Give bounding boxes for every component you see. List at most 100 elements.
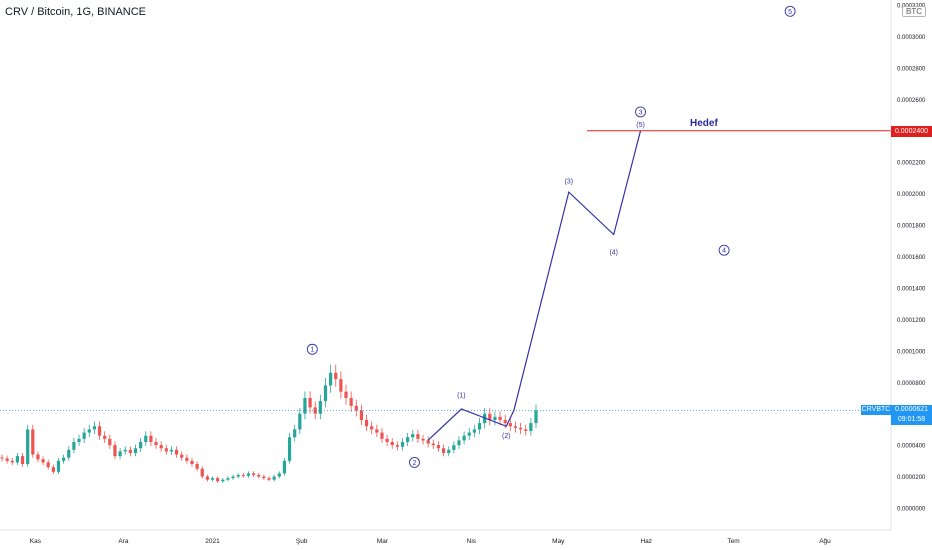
candle-body [370,426,374,430]
candle [462,431,466,445]
candle-body [67,449,71,458]
wave-label: (4) [609,249,618,256]
candle [246,471,251,478]
candle-body [97,426,102,436]
candle-body [257,474,261,477]
candle-body [472,429,476,433]
currency-badge[interactable]: BTC [902,6,926,17]
candle-body [447,449,451,453]
candle-body [406,437,410,442]
wave-label-ring [784,5,796,17]
candle-body [298,413,302,430]
wave-label-circled: 3 [635,106,646,118]
candle-body [169,449,174,452]
candle [226,476,230,482]
wave-label-ring [306,343,318,355]
x-tick-label: 2021 [205,538,220,545]
wave-label-text: (4) [609,249,618,256]
wave-label-ring [635,106,646,118]
current-symbol-badge: CRVBTC [861,405,891,415]
candle-body [498,416,502,420]
candle-body [534,410,538,424]
wave-label-ring [409,456,420,468]
candle [154,438,158,449]
candle [128,446,132,457]
candle [426,436,430,448]
candle [41,456,45,466]
candle-body [390,441,394,446]
candle-body [375,429,379,433]
candle [354,399,358,417]
candle [164,444,168,455]
candle [195,461,199,472]
candle-body [272,476,276,480]
candle [436,441,441,452]
candle [103,431,107,443]
candle [452,441,456,454]
candle [441,444,446,457]
candle [221,478,225,483]
candle [518,423,523,435]
candle-body [15,456,20,463]
candle [477,418,482,435]
bar-countdown: 09:01:58 [897,416,926,423]
candle [216,476,220,483]
wave-label-circled: 2 [409,456,420,468]
candle [205,474,209,482]
wave-label: (3) [565,179,574,186]
y-tick-label: 0.0000000 [897,507,926,513]
candle-body [133,448,138,453]
candle [174,446,179,458]
x-tick-label: Tem [727,538,739,545]
candle [92,421,97,435]
candle-body [20,456,25,464]
elliott-wave-projection [427,130,642,441]
candle-body [488,413,492,420]
candle-body [318,401,322,414]
candle [72,438,76,454]
candle [139,438,143,452]
y-tick-label: 0.0001200 [897,318,926,324]
chart-title: CRV / Bitcoin, 1G, BINANCE [5,6,147,18]
candle [380,428,384,443]
candle-body [36,454,40,460]
candle-body [359,410,364,420]
candle [303,391,307,420]
candle [113,441,117,460]
candle [46,459,50,470]
candle-body [267,478,271,480]
candle-body [87,429,91,433]
candle [36,451,40,463]
candle-body [293,429,297,438]
candle [385,434,389,446]
candle [287,433,292,464]
candle [472,424,476,438]
candle [400,438,405,451]
candle [467,428,471,441]
candle [82,428,86,443]
candle-body [524,429,528,431]
wave-label-text: (3) [565,179,574,186]
y-tick-label: 0.0002000 [897,192,926,198]
candle [20,453,25,467]
candle [318,394,322,420]
candle-body [477,423,482,430]
candle [267,476,271,482]
candle-body [185,457,189,461]
candle [180,451,184,461]
candle-body [416,434,420,439]
x-tick-label: Mar [377,538,389,545]
candle [77,434,81,446]
candle-body [149,435,153,442]
candle [262,474,266,480]
x-tick-label: Ara [118,538,129,545]
candle [375,424,379,438]
y-tick-label: 0.0000400 [897,444,926,450]
candle-body [210,478,215,480]
candle [534,404,538,429]
wave-label-text: 1 [310,347,314,354]
candle-body [103,435,107,439]
candle [282,458,287,476]
candle [349,391,353,412]
